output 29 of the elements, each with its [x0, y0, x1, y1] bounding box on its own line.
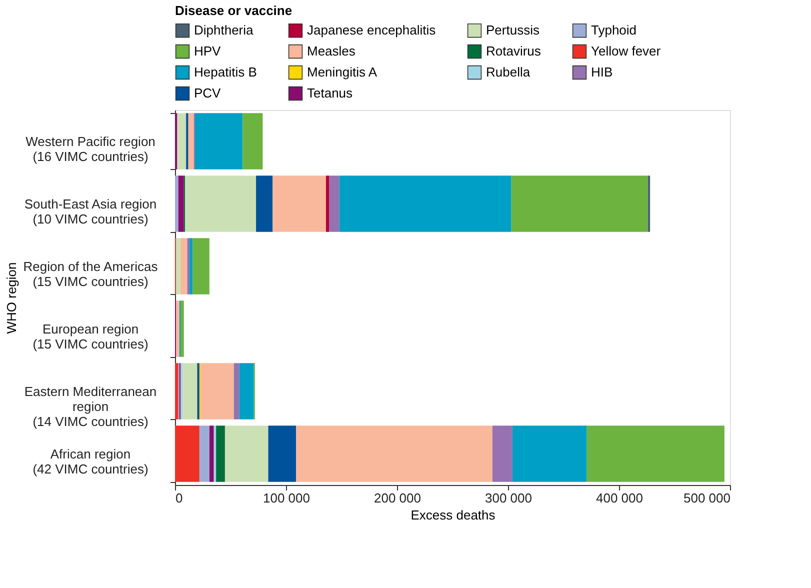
y-tick-label: Region of the Americas (15 VIMC countries) — [23, 258, 158, 289]
x-tick-label: 400 000 — [596, 490, 643, 506]
legend-label: Tetanus — [307, 86, 354, 100]
legend-label: HIB — [591, 64, 613, 80]
legend-label: Typhoid — [591, 22, 637, 38]
y-tick-label: European region (15 VIMC countries) — [32, 321, 148, 352]
legend-label: Measles — [307, 44, 356, 58]
legend-label: Hepatitis B — [194, 64, 257, 80]
y-tick-label: African region (42 VIMC countries) — [32, 446, 148, 476]
legend-label: PCV — [194, 86, 222, 100]
x-tick-label: 200 000 — [374, 490, 421, 506]
y-tick-label: Eastern Mediterranean region (14 VIMC countries) — [24, 384, 157, 429]
legend-label: Japanese encephalitis — [307, 22, 436, 38]
legend-label: Rotavirus — [486, 44, 542, 58]
x-tick-label: 100 000 — [263, 490, 310, 506]
legend-title: Disease or vaccine — [175, 3, 292, 18]
y-tick-label: South-East Asia region (10 VIMC countries) — [24, 196, 157, 226]
legend-label: Rubella — [486, 64, 531, 80]
x-axis-title: Excess deaths — [410, 508, 496, 522]
legend-label: Pertussis — [486, 22, 540, 38]
x-tick-label: 300 000 — [485, 490, 532, 506]
legend-label: Yellow fever — [591, 44, 662, 58]
x-tick-label: 0 — [176, 490, 183, 506]
y-axis-title: WHO region — [4, 262, 19, 334]
x-tick-label: 500 000 — [684, 490, 730, 506]
legend-label: HPV — [194, 44, 222, 58]
y-tick-label: Western Pacific region (16 VIMC countries) — [26, 134, 156, 164]
legend-label: Diphtheria — [194, 22, 254, 38]
legend-label: Meningitis A — [307, 64, 378, 80]
